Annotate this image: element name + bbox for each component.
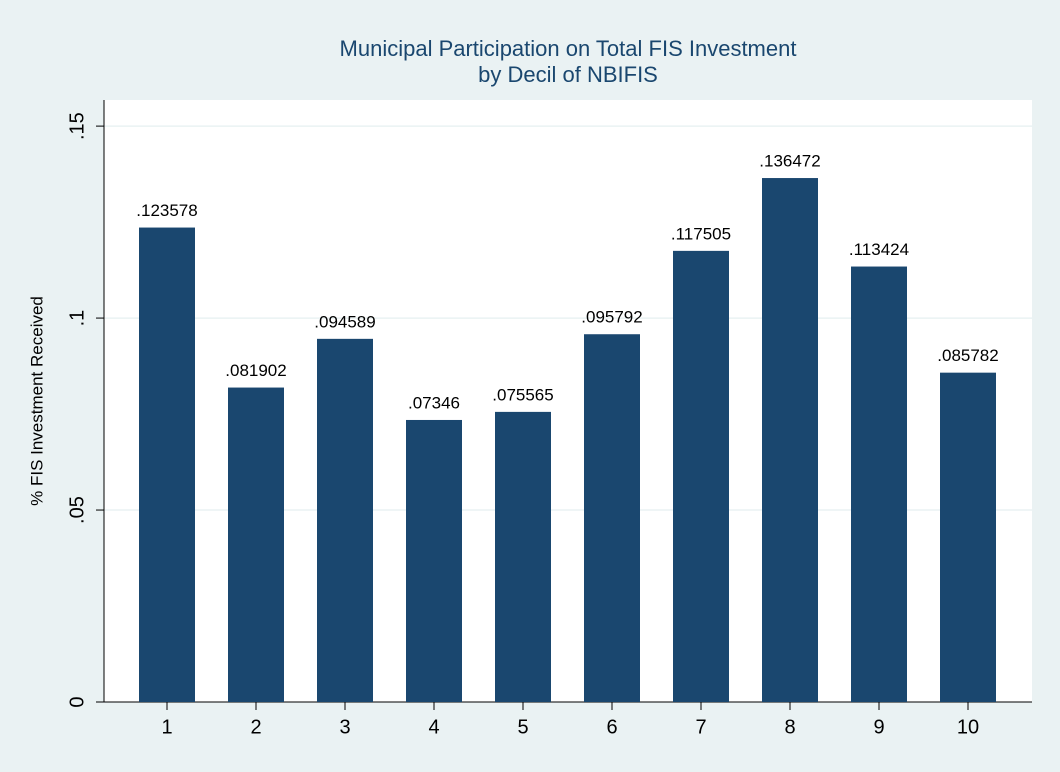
x-tick-label: 1 [161,716,172,738]
x-tick-label: 6 [606,716,617,738]
bar [851,266,907,702]
bar [406,419,462,702]
chart-subtitle: by Decil of NBIFIS [478,62,658,87]
value-label: .123578 [136,201,197,220]
x-tick-label: 8 [784,716,795,738]
bar [762,178,818,703]
value-label: .085782 [937,346,998,365]
bar [139,227,195,702]
bar [584,334,640,702]
value-label: .075565 [492,385,553,404]
value-label: .081902 [225,361,286,380]
bar [673,250,729,702]
x-tick-label: 4 [428,716,439,738]
bar [940,372,996,702]
x-tick-label: 2 [250,716,261,738]
value-label: .094589 [314,312,375,331]
chart-title: Municipal Participation on Total FIS Inv… [340,36,797,61]
value-label: .07346 [408,393,460,412]
x-tick-label: 5 [517,716,528,738]
y-tick-label: .15 [66,112,88,140]
value-label: .117505 [671,224,731,243]
bar [317,338,373,702]
value-label: .136472 [759,152,820,171]
x-tick-label: 3 [339,716,350,738]
bar [495,411,551,702]
x-tick-label: 9 [873,716,884,738]
y-tick-label: .1 [66,310,88,327]
bar [228,387,284,702]
y-axis-title: % FIS Investment Received [27,296,46,506]
y-tick-label: .05 [66,496,88,524]
x-tick-label: 7 [695,716,706,738]
value-label: .113424 [849,240,909,259]
x-tick-label: 10 [957,716,979,738]
y-tick-label: 0 [66,696,88,707]
value-label: .095792 [581,308,642,327]
